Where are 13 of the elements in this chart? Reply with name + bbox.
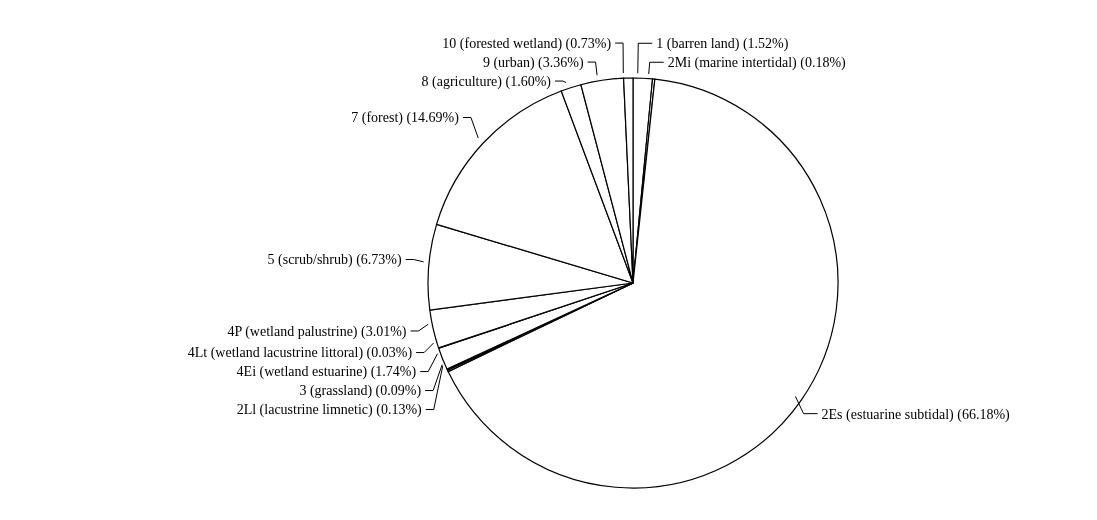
slice-label: 2Ll (lacustrine limnetic) (0.13%) bbox=[236, 402, 423, 419]
slice-label: 1 (barren land) (1.52%) bbox=[656, 36, 789, 53]
slice-label: 4Ei (wetland estuarine) (1.74%) bbox=[236, 364, 417, 381]
slice-label: 3 (grassland) (0.09%) bbox=[299, 383, 422, 400]
slice-label: 4Lt (wetland lacustrine littoral) (0.03%) bbox=[187, 345, 413, 362]
slice-label: 5 (scrub/shrub) (6.73%) bbox=[267, 252, 402, 269]
slice-label: 8 (agriculture) (1.60%) bbox=[421, 73, 552, 90]
slice-label: 9 (urban) (3.36%) bbox=[482, 54, 584, 71]
slice-label: 4P (wetland palustrine) (3.01%) bbox=[227, 323, 407, 340]
slice-label: 2Es (estuarine subtidal) (66.18%) bbox=[821, 406, 1011, 423]
slice-label: 2Mi (marine intertidal) (0.18%) bbox=[667, 55, 847, 72]
slice-label: 7 (forest) (14.69%) bbox=[351, 110, 460, 127]
slice-label: 10 (forested wetland) (0.73%) bbox=[442, 35, 612, 52]
